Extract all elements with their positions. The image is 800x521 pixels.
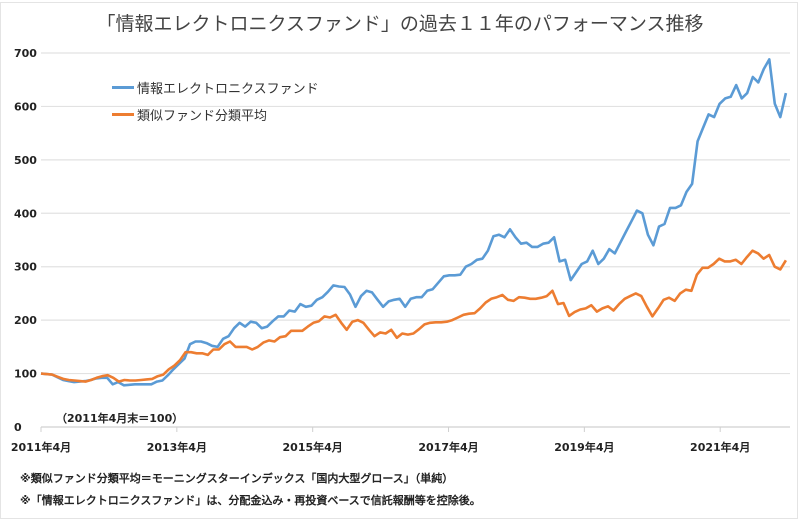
legend-item-category-average: 類似ファンド分類平均 [112, 103, 319, 125]
x-tick-label: 2019年4月 [554, 440, 614, 454]
footnote-2: ※「情報エレクトロニクスファンド」は、分配金込み・再投資ベースで信託報酬等を控除… [20, 494, 481, 507]
x-tick-label: 2017年4月 [418, 440, 478, 454]
y-tick-label: 200 [14, 314, 37, 327]
legend-swatch-blue [112, 85, 134, 89]
x-tick-label: 2011年4月 [11, 440, 71, 454]
legend-label: 類似ファンド分類平均 [137, 108, 268, 124]
chart-title: 「情報エレクトロニクスファンド」の過去１１年のパフォーマンス推移 [96, 13, 704, 35]
x-tick-label: 2015年4月 [283, 440, 343, 454]
footnote-1: ※類似ファンド分類平均＝モーニングスターインデックス「国内大型グロース」（単純） [20, 472, 454, 485]
legend: 情報エレクトロニクスファンド 類似ファンド分類平均 [112, 76, 319, 130]
y-tick-label: 400 [14, 207, 37, 220]
y-tick-label: 0 [14, 421, 22, 434]
legend-swatch-orange [112, 112, 134, 116]
x-tick-label: 2021年4月 [690, 440, 750, 454]
base-annotation: （2011年4月末＝100） [56, 412, 184, 425]
legend-item-fund: 情報エレクトロニクスファンド [112, 76, 319, 98]
series-line-fund [40, 58, 788, 387]
y-tick-label: 100 [14, 368, 37, 381]
x-tick-label: 2013年4月 [147, 440, 207, 454]
legend-label: 情報エレクトロニクスファンド [137, 81, 319, 97]
y-tick-label: 700 [14, 47, 37, 60]
y-tick-label: 600 [14, 100, 37, 113]
y-tick-label: 500 [14, 154, 37, 167]
series-line-category-average [40, 249, 788, 383]
y-tick-label: 300 [14, 261, 37, 274]
